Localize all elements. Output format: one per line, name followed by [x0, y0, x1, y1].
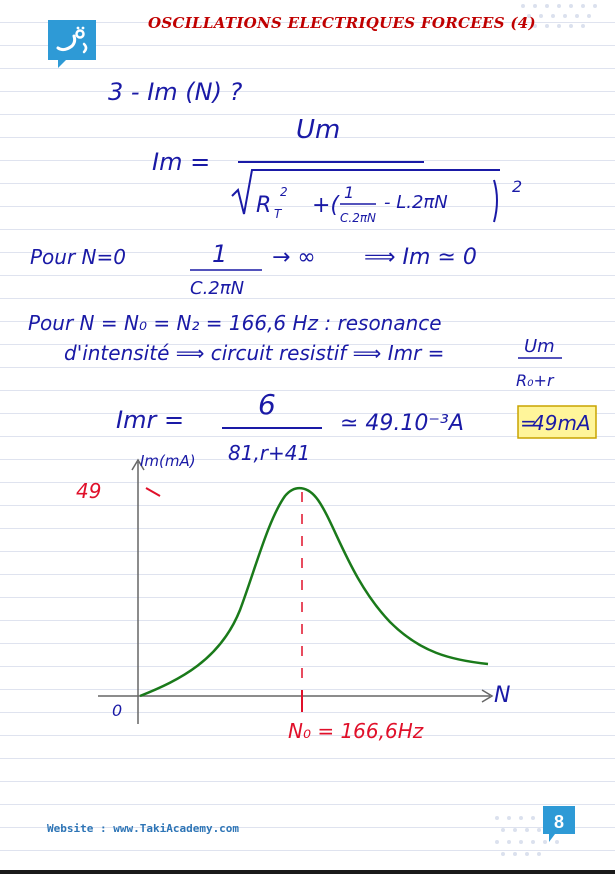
x-axis-arrow: [481, 689, 494, 703]
page-number-badge: [543, 806, 575, 842]
page-title: OSCILLATIONS ELECTRIQUES FORCEES (4): [148, 14, 536, 32]
calc-lhs: Imr =: [116, 406, 184, 434]
bottom-rule: [0, 870, 615, 874]
dots-decoration-bottom: [495, 816, 559, 856]
case1-frac-den: C.2πN: [190, 278, 244, 299]
formula-den-r: R: [256, 193, 271, 218]
y-axis-label: Im(mA): [140, 452, 196, 470]
case2-line1: Pour N = N₀ = N₂ = 166,6 Hz : resonance: [28, 311, 442, 335]
formula-numerator: Um: [296, 115, 340, 145]
calc-equals: =: [520, 411, 537, 435]
case2-line2: d'intensité ⟹ circuit resistif ⟹ Imr =: [64, 341, 444, 365]
series-line-im: [139, 487, 489, 698]
question-line: 3 - Im (N) ?: [108, 78, 243, 106]
takiacademy-logo-icon: [48, 20, 96, 68]
footer-website: Website : www.TakiAcademy.com: [47, 822, 240, 835]
case1-result-a: → ∞: [272, 245, 316, 270]
dots-decoration-top: [521, 4, 597, 28]
x-axis-label: N: [494, 683, 510, 708]
formula-den-power: 2: [512, 177, 522, 196]
formula-sqrt-sign: [231, 169, 500, 215]
calc-boxed-result: 49mA: [532, 411, 591, 435]
case1-result-b: ⟹ Im ≃ 0: [364, 245, 477, 270]
formula-inner-den: C.2πN: [340, 211, 376, 225]
resonance-graph: [98, 458, 494, 724]
peak-tick: [145, 487, 161, 497]
formula-den-l: - L.2πN: [384, 192, 448, 213]
formula-inner-num: 1: [344, 183, 354, 202]
formula-den-plus: +(: [312, 193, 340, 218]
y-peak-label: 49: [76, 479, 101, 503]
result-highlight-box: [517, 405, 597, 439]
formula-den-sub: T: [274, 207, 283, 221]
x-resonance-label: N₀ = 166,6Hz: [288, 719, 424, 743]
formula-bracket-close: [493, 179, 498, 223]
calc-denominator: 81,r+41: [228, 441, 310, 465]
page-number: 8: [553, 812, 564, 832]
case2-frac-num: Um: [524, 336, 555, 357]
origin-label: 0: [112, 701, 122, 720]
y-axis-arrow: [131, 458, 145, 471]
case1-label: Pour N=0: [30, 245, 126, 269]
case1-frac-num: 1: [212, 240, 227, 268]
calc-numerator: 6: [258, 388, 276, 421]
calc-approx: ≃ 49.10⁻³A: [340, 411, 464, 436]
formula-den-sup: 2: [280, 185, 288, 199]
formula-lhs: Im =: [152, 148, 210, 176]
case2-frac-den: R₀+r: [516, 371, 555, 390]
